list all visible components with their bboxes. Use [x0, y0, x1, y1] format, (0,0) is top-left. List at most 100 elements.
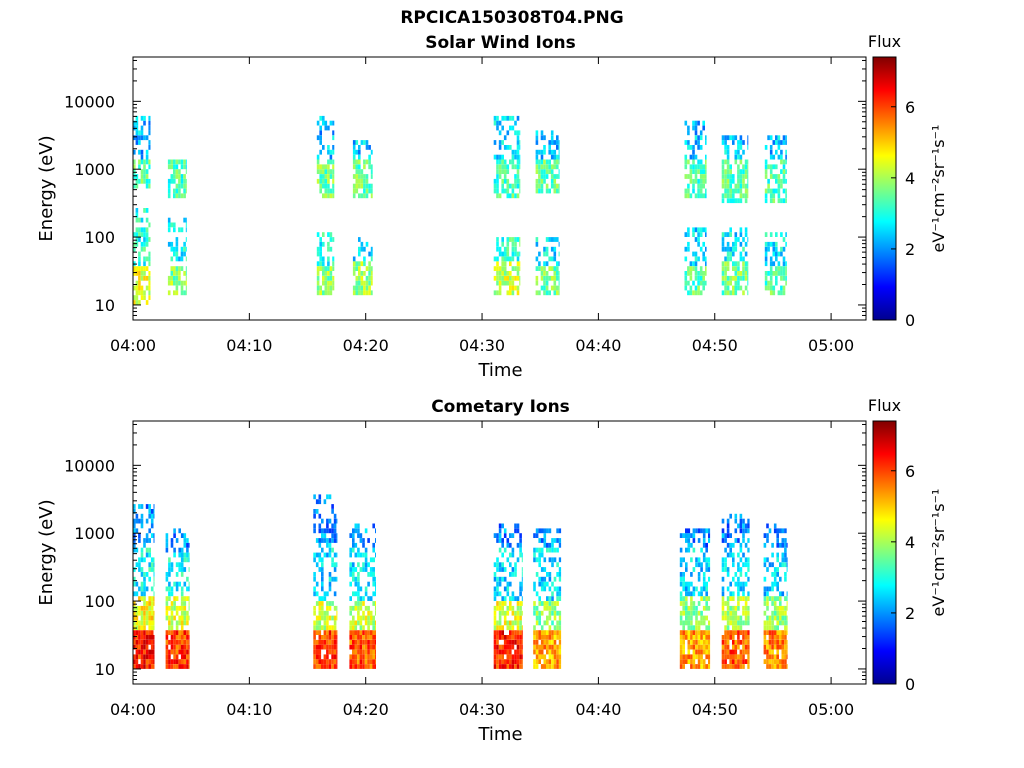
flux-cell [509, 115, 512, 121]
flux-cell [516, 610, 520, 616]
flux-cell [687, 659, 691, 664]
flux-cell [175, 251, 179, 257]
flux-cell [692, 538, 696, 543]
flux-cell [721, 246, 725, 252]
flux-cell [699, 227, 703, 233]
flux-cell [545, 271, 549, 276]
flux-cell [548, 586, 552, 592]
flux-cell [375, 635, 376, 640]
flux-cell [135, 562, 139, 568]
flux-cell [150, 610, 154, 616]
flux-cell [685, 581, 688, 587]
flux-cell [697, 664, 701, 669]
flux-cell [503, 644, 507, 650]
flux-cell [744, 261, 748, 267]
flux-cell [329, 120, 333, 126]
flux-cell [316, 120, 320, 126]
flux-cell [140, 664, 144, 669]
flux-cell [501, 164, 504, 170]
flux-cell [319, 169, 322, 174]
flux-cell [511, 251, 515, 257]
flux-cell [352, 630, 355, 635]
flux-cell [150, 586, 154, 592]
flux-cell [763, 639, 767, 645]
flux-cell [369, 659, 373, 664]
flux-cell [148, 509, 151, 514]
flux-cell [186, 538, 189, 543]
flux-cell [496, 159, 499, 165]
flux-cell [503, 528, 507, 534]
flux-cell [170, 222, 174, 228]
flux-cell [369, 639, 373, 645]
flux-cell [521, 659, 523, 664]
flux-cell [143, 232, 146, 237]
flux-cell [175, 271, 179, 276]
cometary-ions-panel: 04:00 04:10 04:20 04:30 04:40 04:50 05:0010100… [36, 396, 948, 745]
flux-cell [538, 266, 541, 271]
flux-cell [769, 275, 773, 281]
flux-cell [764, 280, 768, 286]
flux-cell [742, 193, 745, 199]
flux-cell [138, 261, 141, 267]
flux-cell [769, 174, 773, 179]
flux-cell [747, 630, 750, 635]
flux-cell [702, 533, 706, 538]
flux-cell [183, 178, 186, 184]
flux-cell [358, 275, 361, 281]
flux-cell [734, 275, 738, 281]
flux-cell [556, 625, 559, 631]
flux-cell [357, 547, 360, 553]
flux-cell [175, 256, 179, 262]
flux-cell [140, 649, 144, 655]
colorbar-tick-label: 0 [905, 675, 915, 694]
flux-cell [140, 504, 144, 509]
flux-cell [689, 290, 693, 296]
flux-cell [503, 547, 507, 553]
flux-cell [328, 630, 332, 635]
flux-cell [153, 533, 155, 538]
flux-cell [316, 169, 320, 174]
flux-cell [372, 567, 375, 572]
flux-cell [188, 649, 190, 655]
flux-cell [498, 130, 502, 136]
flux-cell [521, 552, 523, 558]
flux-cell [764, 285, 768, 291]
flux-cell [328, 538, 332, 543]
flux-cell [747, 275, 749, 281]
flux-cell [784, 576, 787, 582]
flux-cell [724, 266, 727, 271]
flux-cell [367, 605, 370, 611]
flux-cell [726, 285, 730, 291]
flux-cell [349, 581, 352, 587]
flux-cell [519, 654, 522, 660]
flux-cell [332, 178, 335, 184]
flux-cell [145, 149, 149, 155]
flux-cell [699, 174, 703, 179]
flux-cell [744, 266, 748, 271]
flux-cell [777, 135, 781, 141]
flux-cell [734, 538, 738, 543]
flux-cell [548, 528, 552, 534]
flux-cell [315, 625, 319, 631]
flux-cell [328, 659, 332, 664]
flux-cell [744, 639, 748, 645]
flux-cell [364, 639, 368, 645]
flux-cell [721, 174, 725, 179]
flux-cell [143, 178, 146, 184]
flux-cell [496, 562, 499, 568]
flux-cell [692, 533, 696, 538]
flux-cell [705, 280, 707, 286]
flux-cell [768, 664, 772, 669]
flux-cell [318, 659, 322, 664]
flux-cell [546, 664, 549, 669]
flux-cell [336, 615, 338, 621]
flux-cell [133, 169, 136, 174]
flux-cell [775, 188, 778, 194]
flux-cell [742, 639, 745, 645]
flux-cell [771, 586, 774, 592]
flux-cell [140, 586, 144, 592]
flux-cell [684, 159, 688, 165]
flux-cell [726, 198, 730, 204]
flux-cell [133, 159, 136, 165]
flux-cell [697, 562, 701, 568]
